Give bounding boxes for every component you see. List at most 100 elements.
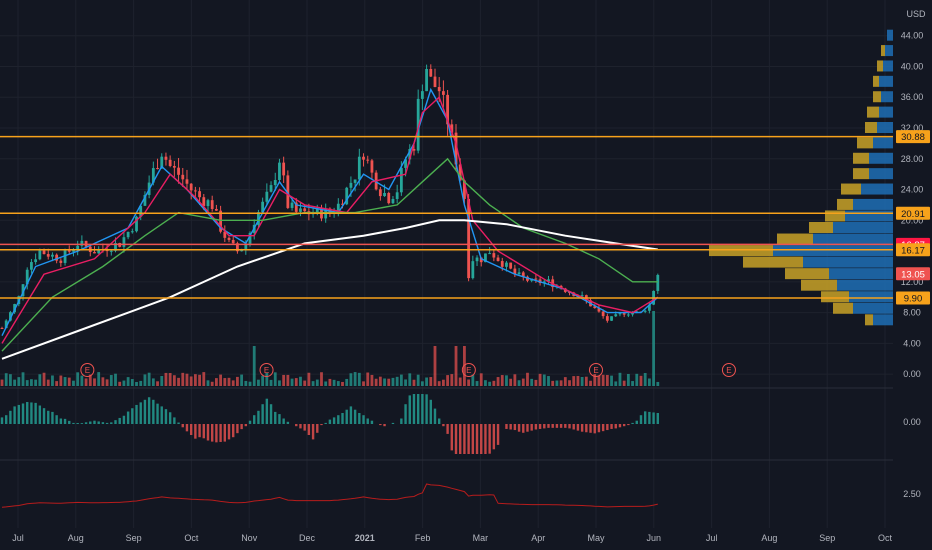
histogram-bar [332, 417, 336, 424]
volume-bar [240, 374, 244, 386]
candle-body [210, 200, 214, 209]
candle-body [185, 179, 189, 184]
candle-body [189, 183, 193, 191]
earnings-marker-label: E [85, 366, 90, 375]
candle-body [496, 257, 500, 262]
time-tick-label: Feb [415, 533, 431, 543]
histogram-bar [488, 424, 491, 454]
volume-bar [198, 374, 201, 386]
price-tick-label: 36.00 [901, 92, 924, 102]
volume-bar [193, 374, 197, 386]
histogram-bar [517, 424, 521, 432]
volume-profile-bar-down [809, 222, 833, 233]
histogram-bar [30, 402, 33, 424]
candle-body [391, 198, 395, 204]
histogram-bar [509, 424, 512, 430]
time-tick-label: Sep [126, 533, 142, 543]
time-axis[interactable]: Jul Aug Sep Oct Nov Dec 2021 Feb Mar Apr May Jun Jul… [12, 533, 892, 543]
histogram-bar [316, 424, 319, 433]
histogram-bar [303, 424, 306, 431]
candle-body [416, 98, 420, 151]
volume-bar [547, 376, 550, 386]
volume-bar [118, 381, 122, 386]
histogram-bar [38, 405, 42, 424]
candle-body [471, 261, 475, 279]
histogram-bar [307, 424, 311, 435]
volume-bar [294, 378, 298, 386]
candle-body [42, 250, 46, 255]
histogram-bar [437, 418, 441, 424]
price-tick-label: 8.00 [903, 308, 921, 318]
candle-body [345, 187, 349, 205]
candle-body [55, 254, 59, 261]
histogram-bar [614, 424, 617, 429]
histogram-bar [412, 394, 416, 424]
candle-body [517, 272, 521, 275]
candle-body [38, 250, 42, 260]
volume-bar [484, 380, 487, 386]
volume-profile-bar-up [833, 222, 893, 233]
volume-bar [244, 380, 248, 386]
histogram-bar [568, 424, 571, 429]
volume-bar [55, 381, 59, 386]
volume-bar [433, 346, 437, 386]
price-tick-label: 12.00 [901, 277, 924, 287]
volume-bar [387, 378, 391, 386]
histogram-bar [555, 424, 559, 428]
volume-bar [391, 377, 395, 386]
histogram-bar [324, 422, 327, 424]
histogram-bar [400, 418, 403, 424]
volume-bar [315, 379, 319, 386]
candle-body [51, 254, 54, 257]
volume-bar [130, 379, 134, 386]
volume-profile-bar-down [853, 152, 869, 164]
candle-body [265, 191, 269, 202]
histogram-bar [480, 424, 483, 454]
volume-bar [488, 381, 492, 386]
candle-body [370, 160, 374, 173]
volume-bar [416, 374, 420, 386]
histogram-bar [13, 406, 16, 424]
candle-body [122, 237, 126, 247]
volume-bar [353, 372, 357, 386]
volume-bar [4, 373, 8, 386]
histogram-bar [248, 420, 252, 424]
time-tick-label: Aug [761, 533, 777, 543]
histogram-bar [328, 419, 332, 424]
candle-body [479, 257, 483, 263]
volume-bar [643, 372, 647, 386]
volume-bar [25, 380, 29, 386]
volume-bar [261, 375, 265, 386]
volume-bar [147, 372, 151, 386]
volume-bar [282, 374, 286, 386]
volume-bar [286, 374, 290, 386]
candle-body [631, 312, 634, 315]
histogram-bar [627, 424, 630, 426]
histogram-bar [59, 418, 63, 424]
volume-bar [357, 372, 361, 386]
histogram-bar [408, 395, 411, 424]
volume-profile-bar-down [867, 106, 879, 118]
volume-profile-bar-up [773, 245, 893, 257]
volume-profile-bar-up [885, 45, 893, 57]
volume-bar [80, 375, 84, 386]
candle-body [349, 182, 353, 188]
histogram-bar [189, 424, 193, 435]
volume-bar [425, 377, 428, 386]
candle-body [509, 262, 513, 269]
horizontal-levels[interactable] [0, 135, 893, 299]
histogram-bar [9, 410, 12, 424]
volume-bar [597, 375, 601, 386]
histogram-bar [110, 422, 113, 424]
candle-body [505, 262, 508, 267]
volume-bar [542, 374, 546, 386]
candle-body [547, 279, 550, 282]
candle-body [387, 192, 391, 204]
histogram-bar [379, 424, 382, 426]
volume-bar [505, 375, 508, 386]
volume-bar [652, 311, 655, 386]
volume-bar [341, 381, 344, 386]
histogram-bar [446, 424, 449, 434]
